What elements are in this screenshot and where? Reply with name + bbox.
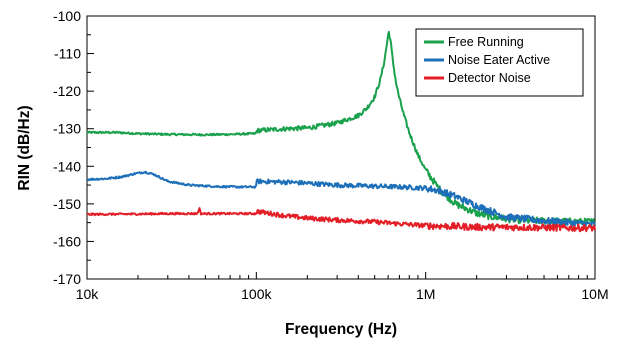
y-tick-label: -130 (53, 121, 81, 137)
y-axis-ticks: -100 -110 -120 -130 -140 -150 -160 -170 (53, 8, 94, 287)
y-tick-label: -150 (53, 196, 81, 212)
y-tick-label: -160 (53, 233, 81, 249)
y-tick-label: -120 (53, 83, 81, 99)
series-line-detector-noise (86, 207, 596, 233)
x-tick-label: 10M (581, 286, 608, 302)
x-tick-label: 10k (76, 286, 100, 302)
y-tick-label: -140 (53, 158, 81, 174)
legend-label: Free Running (448, 35, 524, 49)
x-axis-ticks: 10k 100k 1M 10M (76, 272, 609, 302)
y-axis-title: RIN (dB/Hz) (16, 105, 33, 190)
legend-items: Free Running Noise Eater Active Detector N… (424, 35, 550, 85)
y-tick-label: -110 (54, 46, 81, 62)
y-tick-label: -100 (53, 8, 81, 24)
legend-box (415, 28, 584, 97)
x-axis-title: Frequency (Hz) (285, 321, 397, 338)
series-line-noise-eater-active (86, 170, 596, 229)
legend: Free Running Noise Eater Active Detector N… (415, 28, 584, 97)
legend-label: Detector Noise (448, 71, 531, 85)
x-tick-label: 1M (416, 286, 435, 302)
x-tick-label: 100k (241, 286, 272, 302)
legend-label: Noise Eater Active (448, 53, 550, 67)
y-tick-label: -170 (53, 271, 81, 287)
series-layer (86, 30, 596, 233)
